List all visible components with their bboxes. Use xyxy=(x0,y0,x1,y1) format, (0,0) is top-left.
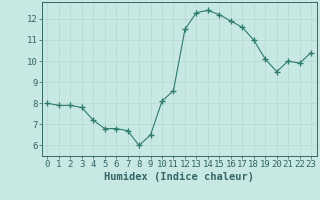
X-axis label: Humidex (Indice chaleur): Humidex (Indice chaleur) xyxy=(104,172,254,182)
